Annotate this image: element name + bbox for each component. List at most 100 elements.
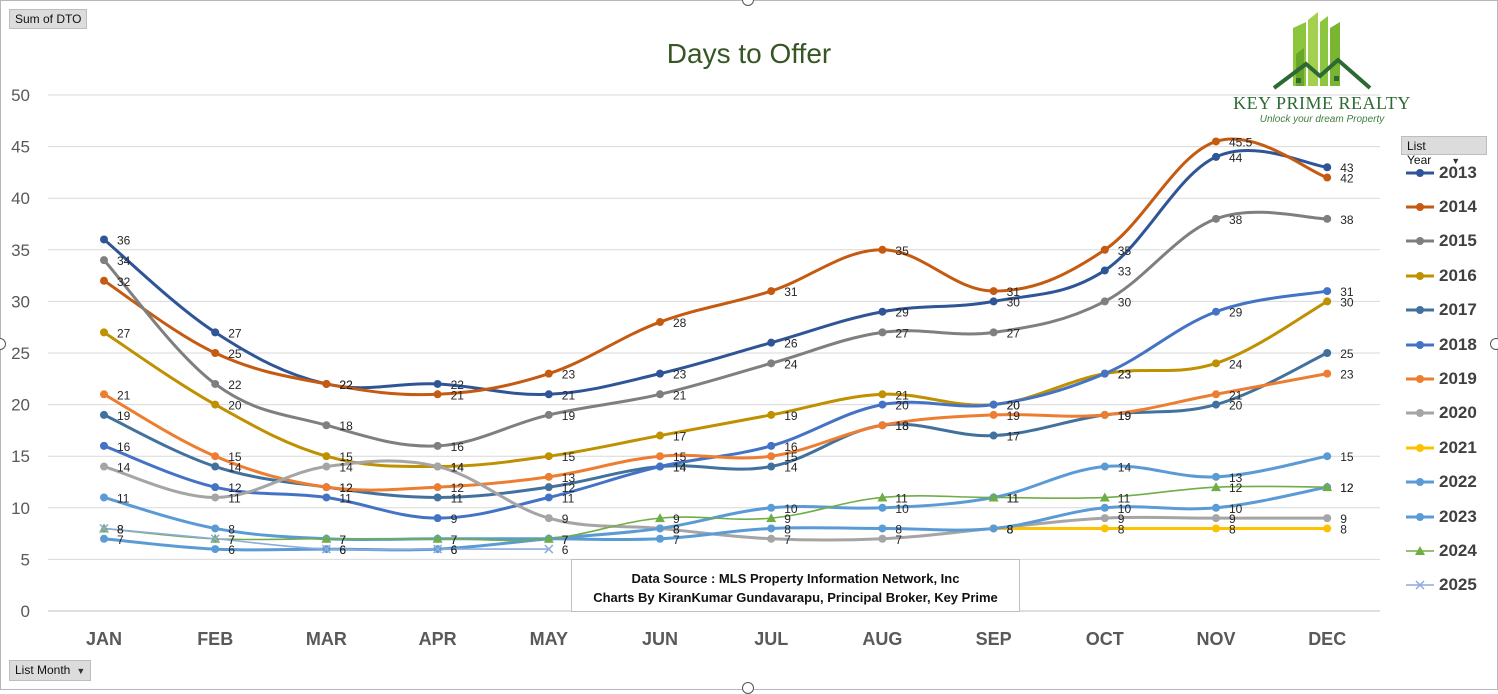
data-label: 23 — [1340, 368, 1354, 382]
data-label: 36 — [117, 233, 131, 247]
data-label: 14 — [673, 461, 687, 475]
data-label: 35 — [1118, 244, 1132, 258]
data-point — [211, 379, 220, 388]
data-label: 8 — [1229, 522, 1236, 536]
data-point — [767, 338, 776, 347]
data-label: 16 — [451, 440, 465, 454]
data-point — [989, 410, 998, 419]
data-label: 31 — [1007, 285, 1021, 299]
data-label: 25 — [1340, 347, 1354, 361]
data-point — [1323, 369, 1332, 378]
data-label: 14 — [339, 461, 353, 475]
data-label: 30 — [1007, 295, 1021, 309]
data-point — [767, 503, 776, 512]
data-label: 11 — [228, 491, 241, 505]
data-point — [1212, 472, 1220, 481]
data-point — [544, 452, 553, 461]
data-label: 7 — [339, 533, 346, 547]
data-label: 14 — [451, 461, 465, 475]
data-label: 13 — [1229, 471, 1243, 485]
data-label: 8 — [117, 522, 124, 536]
data-label: 7 — [895, 533, 902, 547]
data-label: 6 — [228, 543, 235, 557]
data-label: 14 — [228, 461, 242, 475]
legend-swatch — [1406, 580, 1434, 590]
data-label: 44 — [1229, 151, 1243, 165]
data-point — [100, 462, 108, 471]
data-label: 27 — [228, 326, 242, 340]
legend-label: 2020 — [1439, 403, 1477, 423]
data-point — [1100, 410, 1109, 419]
data-point — [211, 400, 220, 409]
data-label: 8 — [228, 522, 235, 536]
value-field-label: Sum of DTO — [15, 12, 82, 26]
legend-item-2018: 2018 — [1405, 334, 1477, 358]
data-point — [1323, 452, 1332, 461]
legend-swatch-marker — [1416, 374, 1424, 383]
legend-label: 2024 — [1439, 540, 1477, 560]
data-label: 16 — [117, 440, 131, 454]
data-point — [1323, 349, 1332, 357]
legend-field-label: List Year — [1407, 139, 1432, 167]
legend-label: 2017 — [1439, 300, 1477, 320]
data-point — [100, 276, 108, 285]
data-point — [656, 369, 664, 378]
data-point — [1323, 297, 1332, 306]
data-label: 8 — [673, 522, 680, 536]
data-point — [1100, 245, 1109, 254]
data-label: 9 — [1340, 512, 1347, 526]
legend-swatch-marker — [1416, 202, 1424, 211]
data-point — [656, 534, 664, 543]
data-label: 12 — [1229, 481, 1243, 495]
data-label: 9 — [784, 512, 791, 526]
data-label: 15 — [562, 450, 576, 464]
data-point — [1100, 297, 1109, 306]
legend-item-2017: 2017 — [1405, 300, 1477, 324]
data-point — [656, 431, 664, 440]
legend-label: 2025 — [1439, 575, 1477, 595]
data-label: 10 — [1118, 502, 1132, 516]
legend-swatch — [1406, 306, 1434, 315]
data-label: 21 — [451, 388, 465, 402]
data-label: 8 — [784, 522, 791, 536]
data-point — [1212, 514, 1220, 523]
data-label: 21 — [1229, 388, 1243, 402]
data-label: 18 — [895, 419, 909, 433]
data-point — [1212, 503, 1220, 512]
data-point — [100, 493, 108, 502]
data-point — [878, 524, 887, 533]
data-point — [433, 390, 442, 399]
data-label: 24 — [1229, 357, 1243, 371]
x-tick-label: JUL — [754, 629, 788, 649]
x-axis: JAN FEB MAR APR MAY JUN JUL AUG SEP OCT NOV DEC — [86, 629, 1346, 649]
data-label: 14 — [117, 461, 131, 475]
legend-item-2023: 2023 — [1405, 506, 1477, 530]
data-label: 11 — [1007, 491, 1020, 505]
data-label: 7 — [451, 533, 458, 547]
y-tick-label: 25 — [11, 344, 30, 363]
logo-name: KEY PRIME REALTY — [1233, 93, 1411, 113]
data-point — [1212, 359, 1220, 368]
axis-field-button[interactable]: List Month ▼ — [9, 660, 92, 681]
legend-swatch-marker — [1415, 545, 1425, 555]
data-label: 14 — [1118, 461, 1132, 475]
legend-field-button[interactable]: List Year ▼ — [1401, 136, 1487, 167]
logo-tagline: Unlock your dream Property — [1259, 114, 1385, 125]
data-point — [989, 524, 998, 533]
data-label: 7 — [673, 533, 680, 547]
data-point — [211, 328, 220, 337]
key-prime-realty-logo — [1272, 12, 1372, 90]
data-point — [433, 379, 442, 388]
data-label: 23 — [1118, 368, 1132, 382]
data-label: 12 — [339, 481, 353, 495]
data-point — [1100, 514, 1109, 523]
value-field-button[interactable]: Sum of DTO — [9, 9, 88, 29]
data-point — [1322, 482, 1333, 492]
data-label: 12 — [228, 481, 242, 495]
legend-swatch-marker — [1416, 512, 1424, 521]
x-tick-label: MAY — [530, 629, 568, 649]
resize-handle-right[interactable] — [1490, 338, 1498, 350]
data-label: 7 — [451, 533, 458, 547]
data-label: 14 — [451, 461, 465, 475]
